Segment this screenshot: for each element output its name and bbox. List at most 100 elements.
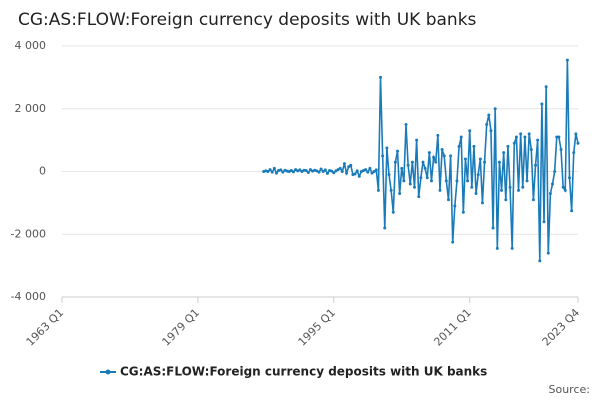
point [483,160,487,164]
point [440,148,444,152]
point [502,151,506,155]
point [570,209,574,213]
point [459,135,463,139]
point [536,138,540,142]
point [497,160,501,164]
point [408,182,412,186]
point [553,170,557,173]
point [542,220,546,224]
point [476,173,480,177]
point [489,129,493,133]
point [446,198,450,202]
point [412,185,416,189]
point [568,176,572,180]
point [442,154,446,158]
point [323,168,327,172]
point [527,132,531,136]
point [374,168,378,172]
point [470,185,474,189]
point [544,85,548,89]
point [370,171,374,175]
point [510,246,514,250]
point [415,138,419,142]
point [372,170,376,173]
point [417,195,421,199]
point [546,251,550,255]
point [396,149,400,153]
point [557,135,561,139]
point [272,166,276,170]
point [368,166,372,170]
point [463,157,467,161]
point [517,188,521,192]
series-line [263,60,579,261]
point [485,122,489,126]
point [555,135,559,139]
point [563,188,567,192]
point [421,160,425,164]
point [432,155,436,159]
point [298,168,302,172]
y-tick-label: 2 000 [15,102,47,115]
point [279,168,283,172]
point [353,172,357,176]
point [495,246,499,250]
point [423,166,427,170]
point [474,191,478,195]
source: Source: [549,383,591,396]
point [389,188,393,192]
point [342,162,346,166]
point [468,129,472,133]
point [451,240,455,244]
point [436,133,440,137]
point [347,165,351,169]
point [306,170,310,174]
point [574,132,578,136]
point [366,170,370,174]
point [419,176,423,180]
point [376,188,380,192]
point [266,170,270,173]
point [383,226,387,230]
x-tick-label: 1995 Q1 [296,306,339,349]
x-tick-label: 2023 Q4 [540,306,583,349]
point [565,58,569,62]
point [379,75,383,79]
point [487,113,491,117]
point [338,166,342,170]
point [455,179,459,183]
y-tick-label: -2 000 [11,227,46,240]
point [540,102,544,106]
point [402,179,406,183]
point [357,174,361,178]
point [500,188,504,192]
point [559,148,563,152]
point [512,141,516,145]
point [268,168,272,172]
point [330,169,334,173]
point [491,226,495,230]
x-tick-label: 1979 Q1 [160,306,203,349]
point [387,173,391,177]
point [398,191,402,195]
point [478,157,482,161]
point [461,210,465,214]
point [325,171,329,175]
point [381,154,385,158]
point [332,171,336,175]
point [281,170,285,174]
point [425,176,429,180]
point [444,179,448,183]
point [531,198,535,202]
point [572,151,576,155]
point [457,144,461,148]
point [317,170,321,174]
point [385,146,389,150]
point [406,163,410,167]
point [548,191,552,195]
point [519,132,523,136]
legend-label: CG:AS:FLOW:Foreign currency deposits wit… [120,365,487,379]
point [364,168,368,172]
